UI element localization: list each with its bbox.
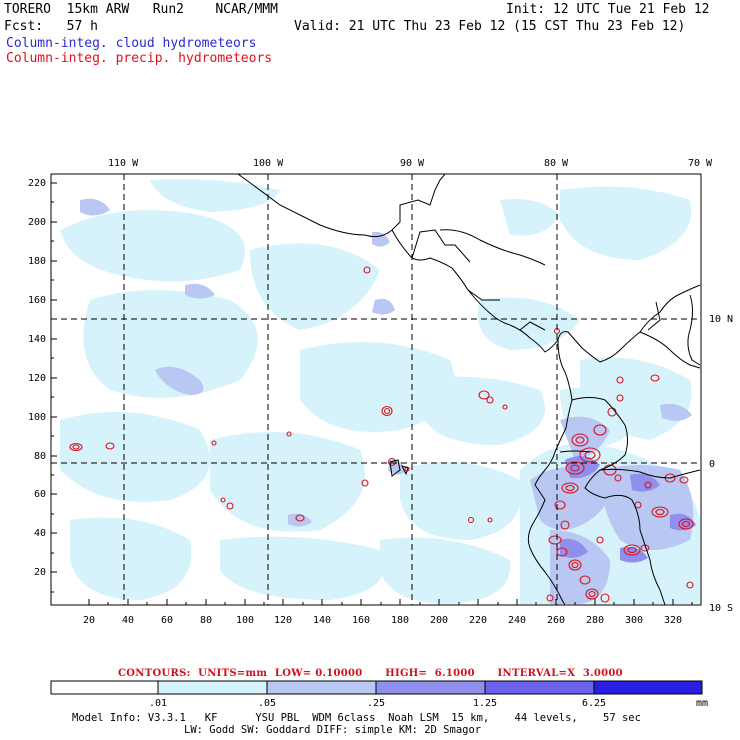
colorbar-label: 6.25 [582,698,606,709]
x-tick-label: 260 [547,615,565,626]
field-precip-label: Column-integ. precip. hydrometeors [6,51,273,66]
x-tick-label: 40 [122,615,134,626]
y-tick-label: 40 [34,528,46,539]
lon-label-80w: 80 W [544,158,569,169]
x-tick-label: 140 [313,615,331,626]
x-tick-label: 280 [586,615,604,626]
valid-time: Valid: 21 UTC Thu 23 Feb 12 (15 CST Thu … [294,19,686,34]
colorbar-label: .25 [367,698,385,709]
colorbar-unit: mm [696,698,708,709]
colorbar-swatch [484,680,595,695]
x-tick-label: 220 [469,615,487,626]
contour-info: CONTOURS: UNITS=mm LOW= 0.10000 HIGH= 6.… [118,668,623,679]
y-tick-label: 120 [28,373,46,384]
field-cloud-label: Column-integ. cloud hydrometeors [6,36,257,51]
y-tick-label: 200 [28,217,46,228]
y-tick-label: 140 [28,334,46,345]
lon-label-110w: 110 W [108,158,139,169]
model-info: Model Info: V3.3.1 KF YSU PBL WDM 6class… [72,712,641,736]
x-tick-label: 160 [352,615,370,626]
x-tick-label: 100 [236,615,254,626]
init-time: Init: 12 UTC Tue 21 Feb 12 [506,2,710,17]
x-tick-label: 80 [200,615,212,626]
lat-label-10s: 10 S [709,603,733,614]
lat-label-10n: 10 N [709,314,733,325]
colorbar-label: .05 [258,698,276,709]
colorbar-swatch [593,680,703,695]
model-title: TORERO 15km ARW Run2 NCAR/MMM [4,2,278,17]
y-tick-label: 60 [34,489,46,500]
x-tick-label: 120 [274,615,292,626]
colorbar-swatch [266,680,377,695]
colorbar-label: 1.25 [473,698,497,709]
lon-label-100w: 100 W [253,158,284,169]
x-tick-label: 180 [391,615,409,626]
model-info-line1: Model Info: V3.3.1 KF YSU PBL WDM 6class… [72,712,641,724]
lat-label-0: 0 [709,459,715,470]
map-frame [50,173,702,606]
x-tick-label: 200 [430,615,448,626]
colorbar-label: .01 [149,698,167,709]
y-tick-label: 220 [28,178,46,189]
x-tick-label: 20 [83,615,95,626]
model-info-line2: LW: Godd SW: Goddard DIFF: simple KM: 2D… [184,724,482,736]
x-tick-label: 240 [508,615,526,626]
lon-label-90w: 90 W [400,158,425,169]
y-tick-label: 160 [28,295,46,306]
axis-ticks [51,182,693,605]
colorbar-swatch [375,680,486,695]
x-tick-label: 60 [161,615,173,626]
y-tick-label: 180 [28,256,46,267]
x-tick-label: 320 [664,615,682,626]
y-tick-label: 20 [34,567,46,578]
y-tick-label: 80 [34,451,46,462]
hydrometeor-field [51,174,701,605]
forecast-hour: Fcst: 57 h [4,19,98,34]
y-tick-label: 100 [28,412,46,423]
colorbar-swatch [157,680,268,695]
colorbar-swatch [50,680,159,695]
x-tick-label: 300 [625,615,643,626]
colorbar [50,680,703,695]
lon-label-70w: 70 W [688,158,713,169]
